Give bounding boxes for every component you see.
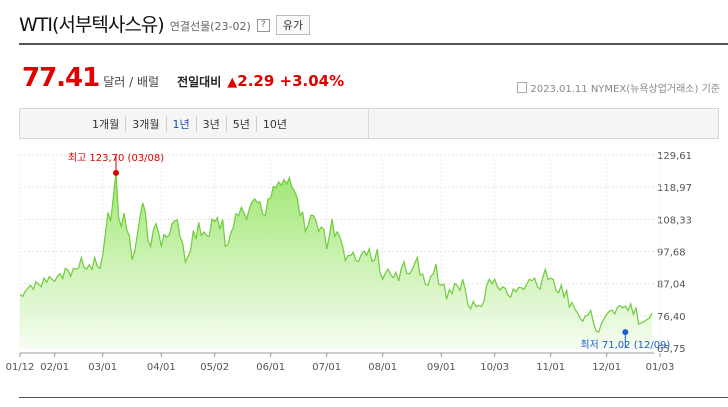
x-tick-label: 01/03 xyxy=(646,362,675,373)
document-icon xyxy=(517,82,528,93)
x-tick-label: 02/01 xyxy=(40,362,69,373)
page-title: WTI(서부텍사스유) xyxy=(19,14,165,36)
x-tick-label: 11/01 xyxy=(536,362,565,373)
y-tick-label: 87,04 xyxy=(657,280,686,291)
help-icon[interactable]: ? xyxy=(256,19,270,32)
x-tick-label: 06/01 xyxy=(256,362,285,373)
tab-period-4[interactable]: 5년 xyxy=(225,116,256,132)
low-label: 최저 71,02 (12/09) xyxy=(580,339,670,351)
tab-period-5[interactable]: 10년 xyxy=(255,116,293,132)
low-marker-dot xyxy=(622,329,629,336)
x-tick-label: 09/01 xyxy=(427,362,456,373)
x-tick-label: 12/01 xyxy=(592,362,621,373)
price-line xyxy=(19,172,653,334)
x-tick-label: 10/03 xyxy=(480,362,509,373)
change-percent: +3.04% xyxy=(279,72,345,90)
y-tick-label: 118,97 xyxy=(657,183,692,194)
x-tick-label: 01/12 xyxy=(6,362,35,373)
tab-bar-divider xyxy=(368,109,369,138)
change-value: 2.29 xyxy=(237,72,275,90)
y-tick-label: 65,75 xyxy=(657,344,686,355)
price-area xyxy=(20,172,652,348)
y-tick-label: 97,68 xyxy=(657,248,686,259)
price-chart: 129,61 118,97 108,33 97,68 87,04 76,40 65,75 01… xyxy=(6,151,692,373)
period-tabs: 1개월 3개월 1년 3년 5년 10년 xyxy=(86,116,293,132)
y-tick-label: 108,33 xyxy=(657,215,692,226)
period-tab-bar: 1개월 3개월 1년 3년 5년 10년 xyxy=(19,108,719,139)
high-label: 최고 123,70 (03/08) xyxy=(68,152,164,164)
tab-period-2[interactable]: 1년 xyxy=(165,116,196,132)
y-tick-label: 76,40 xyxy=(657,312,686,323)
x-tick-label: 08/01 xyxy=(368,362,397,373)
x-tick-label: 04/01 xyxy=(147,362,176,373)
current-price: 77.41 xyxy=(22,63,100,93)
quote-meta: 2023.01.11 NYMEX(뉴욕상업거래소) 기준 xyxy=(517,80,720,95)
price-change: ▲2.29 +3.04% xyxy=(227,72,344,90)
tab-period-1[interactable]: 3개월 xyxy=(125,116,165,132)
high-marker-dot xyxy=(113,169,119,176)
y-tick-label: 129,61 xyxy=(657,151,692,162)
price-unit: 달러 / 배럴 xyxy=(103,75,160,89)
header-divider xyxy=(19,43,728,45)
x-tick-label: 05/02 xyxy=(200,362,229,373)
up-arrow-icon: ▲ xyxy=(227,75,238,90)
price-row: 77.41 달러 / 배럴 전일대비 ▲2.29 +3.04% xyxy=(22,63,344,93)
x-tick-label: 07/01 xyxy=(312,362,341,373)
contract-subtitle: 연결선물(23-02) xyxy=(169,19,251,33)
x-tick-label: 03/01 xyxy=(88,362,117,373)
compare-label: 전일대비 xyxy=(177,75,222,89)
footer-divider xyxy=(19,397,728,398)
tab-period-0[interactable]: 1개월 xyxy=(92,118,120,131)
quote-date-source: 2023.01.11 NYMEX(뉴욕상업거래소) 기준 xyxy=(530,84,720,95)
header: WTI(서부텍사스유) 연결선물(23-02) ? 유가 xyxy=(19,10,310,37)
tab-period-3[interactable]: 3년 xyxy=(195,116,226,132)
commodity-type-button[interactable]: 유가 xyxy=(275,15,310,35)
